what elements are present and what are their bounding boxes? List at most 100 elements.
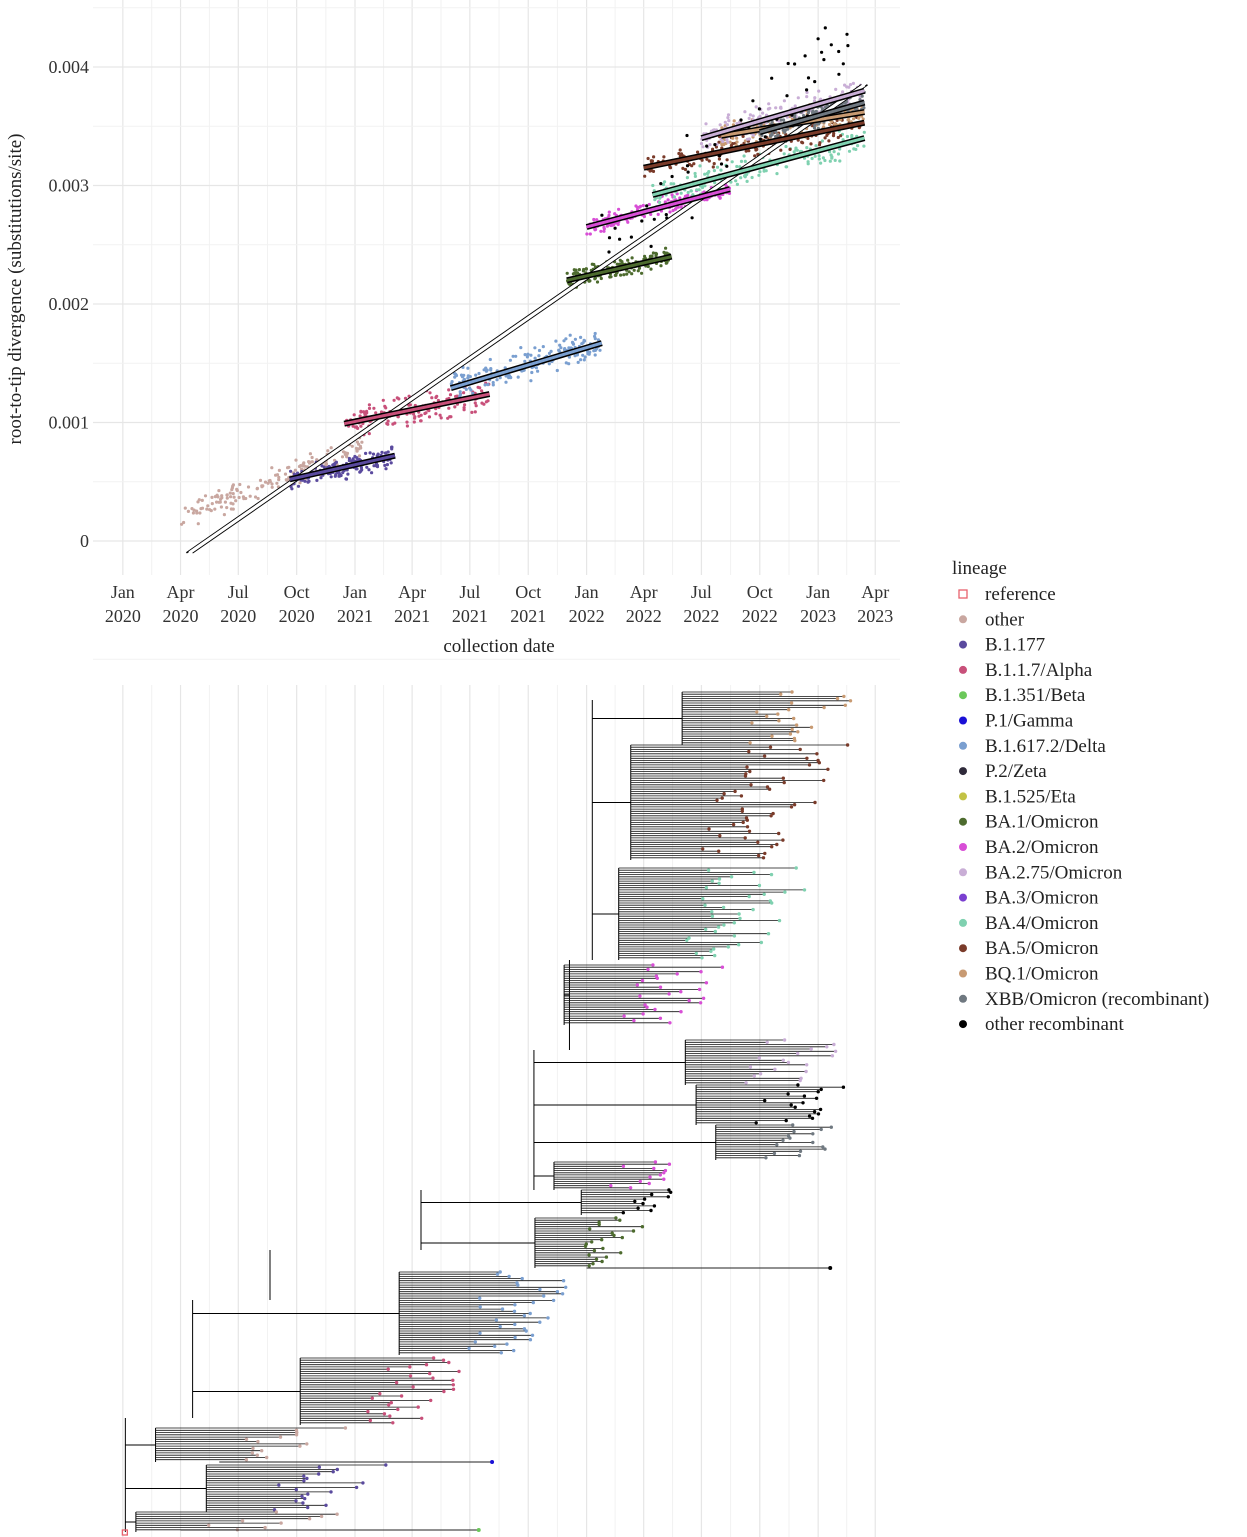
tree-tip <box>305 1442 309 1446</box>
data-point <box>713 143 717 147</box>
legend-key <box>959 893 967 902</box>
legend-key <box>959 944 967 953</box>
tree-tip <box>317 1465 321 1469</box>
legend-item: BA.4/Omicron <box>959 913 1099 934</box>
data-point <box>405 420 409 424</box>
tree-tip <box>700 956 704 960</box>
data-point <box>711 147 715 151</box>
data-point <box>730 160 734 164</box>
x-tick-label-year: 2021 <box>510 606 546 626</box>
data-point <box>649 212 653 216</box>
tree-tip <box>771 811 775 816</box>
data-point <box>533 346 537 350</box>
data-point <box>191 511 195 515</box>
data-point <box>275 473 280 477</box>
tree-tip <box>651 963 655 967</box>
data-point <box>448 393 453 397</box>
data-point <box>832 150 836 154</box>
legend-label: BA.2/Omicron <box>985 837 1099 858</box>
data-point <box>523 359 527 363</box>
tree-tip <box>561 1279 566 1283</box>
data-point <box>678 148 682 152</box>
tree-tip <box>649 1208 653 1213</box>
data-point <box>744 149 748 153</box>
tree-tip <box>588 1227 592 1231</box>
data-point <box>413 416 417 420</box>
tree-tip <box>641 1012 645 1016</box>
data-point <box>277 468 281 472</box>
data-point <box>598 348 602 352</box>
data-point <box>412 412 416 416</box>
tree-tip <box>493 1344 497 1349</box>
data-point <box>595 218 599 222</box>
data-point <box>593 337 597 341</box>
data-point <box>755 147 759 151</box>
tree-tip <box>594 1257 599 1262</box>
data-point <box>751 114 755 118</box>
data-point <box>762 169 766 173</box>
data-point <box>340 455 345 459</box>
data-point <box>819 97 823 101</box>
data-point <box>329 446 333 450</box>
data-point <box>802 114 806 118</box>
data-point <box>573 271 577 275</box>
data-point <box>725 164 729 168</box>
tree-tip <box>726 945 730 949</box>
data-point <box>297 464 302 469</box>
tree-tip <box>749 783 753 787</box>
data-point <box>195 511 199 515</box>
x-axis-ticks: Jan 2020 Apr 2020 Jul 2020 Oct 2020 Jan 2021 Apr 20… <box>105 582 893 626</box>
data-point <box>726 113 731 117</box>
tree-tip <box>772 1151 777 1156</box>
tree-tip <box>835 696 840 701</box>
phylogenetic-tree <box>121 690 853 1536</box>
tree-tip <box>715 798 719 802</box>
lineage-regression-line <box>759 101 865 134</box>
data-point <box>389 461 393 465</box>
data-point <box>270 482 274 486</box>
tree-tip <box>769 814 773 818</box>
data-point <box>383 404 387 408</box>
data-point <box>659 264 663 268</box>
legend-item: other recombinant <box>959 1014 1124 1035</box>
data-point <box>651 251 656 255</box>
tree-tip <box>387 1403 391 1407</box>
tree-tip <box>811 1132 815 1136</box>
data-point <box>837 49 841 54</box>
data-point <box>814 144 818 148</box>
data-point <box>333 474 337 478</box>
tree-tip <box>441 1358 446 1362</box>
tree-tip <box>647 1181 651 1186</box>
data-point <box>529 353 533 357</box>
data-point <box>843 83 847 87</box>
tree-tip <box>813 800 817 805</box>
tree-tip <box>255 1453 259 1457</box>
data-point <box>743 159 747 163</box>
tree-tip <box>478 1305 482 1309</box>
tree-tip <box>251 1446 255 1451</box>
data-point <box>217 500 221 504</box>
tree-tip <box>759 940 764 945</box>
tree-tip <box>756 840 760 844</box>
x-tick-label-year: 2023 <box>857 606 893 626</box>
tree-tip <box>490 1460 495 1464</box>
data-point <box>289 469 293 473</box>
tree-tip <box>721 905 726 910</box>
data-point <box>383 451 387 455</box>
tree-tip <box>643 1003 647 1007</box>
data-point <box>602 229 606 233</box>
data-point <box>564 337 568 341</box>
tree-tip <box>707 827 711 831</box>
data-point <box>462 391 466 395</box>
data-point <box>721 139 725 144</box>
data-point <box>469 388 473 392</box>
tree-tip <box>787 708 791 712</box>
data-point <box>719 162 724 166</box>
tree-tip <box>679 990 683 994</box>
data-point <box>584 267 588 271</box>
data-point <box>489 367 493 371</box>
tree-tip <box>743 836 747 840</box>
tree-tip <box>524 1329 528 1333</box>
data-point <box>663 200 667 204</box>
data-point <box>466 366 470 370</box>
